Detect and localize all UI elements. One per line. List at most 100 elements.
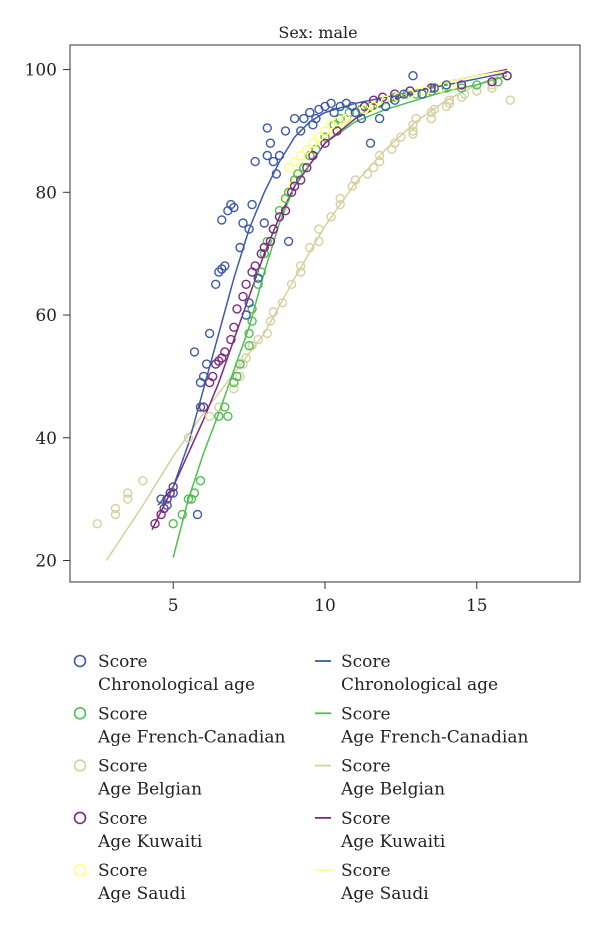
point-age-french-canadian xyxy=(168,519,178,529)
point-age-belgian xyxy=(241,353,251,363)
point-chronological-age xyxy=(204,328,215,339)
point-age-kuwaiti xyxy=(226,334,236,345)
point-age-kuwaiti xyxy=(359,101,370,112)
legend-label-line2: Age Kuwaiti xyxy=(340,832,446,852)
point-age-belgian xyxy=(286,279,297,289)
legend-label-line1: Score xyxy=(98,757,148,777)
point-age-french-canadian xyxy=(220,402,230,412)
point-age-belgian xyxy=(229,384,239,394)
point-age-belgian xyxy=(122,488,133,498)
point-age-saudi xyxy=(296,150,306,161)
legend-label-line2: Age Belgian xyxy=(97,780,202,800)
point-age-saudi xyxy=(289,156,300,167)
point-age-french-canadian xyxy=(299,162,309,173)
point-chronological-age xyxy=(229,202,239,213)
point-age-saudi xyxy=(332,116,342,127)
point-chronological-age xyxy=(162,500,172,510)
point-age-belgian xyxy=(265,316,276,326)
point-age-belgian xyxy=(314,236,324,247)
point-age-belgian xyxy=(235,371,245,382)
point-age-french-canadian xyxy=(253,279,263,289)
legend-label-line1: Score xyxy=(341,861,391,881)
point-age-kuwaiti xyxy=(250,261,260,271)
point-age-belgian xyxy=(335,199,345,210)
point-age-kuwaiti xyxy=(308,150,318,161)
point-chronological-age xyxy=(217,215,227,225)
point-age-french-canadian xyxy=(232,371,242,382)
fit-lines xyxy=(105,68,508,561)
point-chronological-age xyxy=(210,279,221,289)
point-age-kuwaiti xyxy=(456,80,467,90)
point-age-belgian xyxy=(296,267,306,277)
point-age-kuwaiti xyxy=(159,503,169,514)
point-chronological-age xyxy=(241,310,251,320)
point-age-belgian xyxy=(350,175,361,185)
point-age-french-canadian xyxy=(472,80,482,90)
legend-marker-points-age-kuwaiti xyxy=(73,811,87,825)
point-age-kuwaiti xyxy=(268,224,279,234)
point-age-kuwaiti xyxy=(238,291,248,302)
point-age-kuwaiti xyxy=(210,359,221,369)
point-age-belgian xyxy=(253,334,263,345)
point-chronological-age xyxy=(417,89,427,99)
point-age-kuwaiti xyxy=(168,482,178,492)
point-age-kuwaiti xyxy=(241,279,251,289)
chart-title: Sex: male xyxy=(278,23,357,42)
point-age-french-canadian xyxy=(274,205,285,216)
point-chronological-age xyxy=(156,494,166,504)
legend-label-line2: Age Saudi xyxy=(340,884,429,904)
y-tick-label: 60 xyxy=(35,306,57,326)
point-age-saudi xyxy=(302,144,312,155)
point-age-kuwaiti xyxy=(378,92,388,102)
point-age-belgian xyxy=(183,433,194,443)
point-age-french-canadian xyxy=(259,248,269,259)
point-chronological-age xyxy=(374,113,385,124)
point-chronological-age xyxy=(259,218,269,228)
point-age-belgian xyxy=(122,494,133,504)
point-age-french-canadian xyxy=(244,341,254,351)
point-age-french-canadian xyxy=(183,494,194,504)
point-age-french-canadian xyxy=(189,488,200,498)
point-chronological-age xyxy=(408,70,418,81)
legend-label-line1: Score xyxy=(341,757,391,777)
legend-label-line1: Score xyxy=(341,652,391,672)
point-age-french-canadian xyxy=(247,316,257,326)
point-age-french-canadian xyxy=(177,509,188,520)
legend-label-line2: Chronological age xyxy=(341,675,498,695)
point-age-kuwaiti xyxy=(296,175,306,185)
point-age-french-canadian xyxy=(320,132,330,142)
point-chronological-age xyxy=(217,264,227,274)
point-chronological-age xyxy=(429,83,439,93)
point-age-french-canadian xyxy=(335,113,345,124)
point-chronological-age xyxy=(268,156,279,167)
legend-label-line1: Score xyxy=(341,809,391,829)
point-chronological-age xyxy=(350,107,361,118)
point-chronological-age xyxy=(198,371,209,382)
point-age-kuwaiti xyxy=(502,70,512,81)
legend-label-line2: Age French-Canadian xyxy=(340,727,528,747)
point-chronological-age xyxy=(283,236,294,247)
point-age-kuwaiti xyxy=(487,77,497,87)
point-chronological-age xyxy=(365,138,376,148)
point-age-french-canadian xyxy=(214,411,224,421)
point-age-saudi xyxy=(447,80,458,90)
point-chronological-age xyxy=(280,126,291,136)
legend-marker-points-age-belgian xyxy=(73,759,87,772)
point-chronological-age xyxy=(226,199,236,210)
legend-label-line2: Age Saudi xyxy=(97,884,186,904)
point-age-belgian xyxy=(487,83,497,93)
point-chronological-age xyxy=(329,107,339,118)
axes: 5 10 15 20 40 60 80 100 xyxy=(25,61,488,616)
point-age-belgian xyxy=(505,95,515,105)
legend-label-line2: Age Belgian xyxy=(340,780,445,800)
point-age-saudi xyxy=(341,113,351,124)
x-tick-label: 5 xyxy=(168,596,179,616)
point-age-belgian xyxy=(247,341,257,351)
x-tick-label: 15 xyxy=(466,596,488,616)
point-age-french-canadian xyxy=(235,359,245,369)
point-chronological-age xyxy=(274,150,285,161)
point-chronological-age xyxy=(201,359,212,369)
point-chronological-age xyxy=(235,242,245,253)
point-chronological-age xyxy=(168,488,178,498)
point-chronological-age xyxy=(311,113,321,124)
